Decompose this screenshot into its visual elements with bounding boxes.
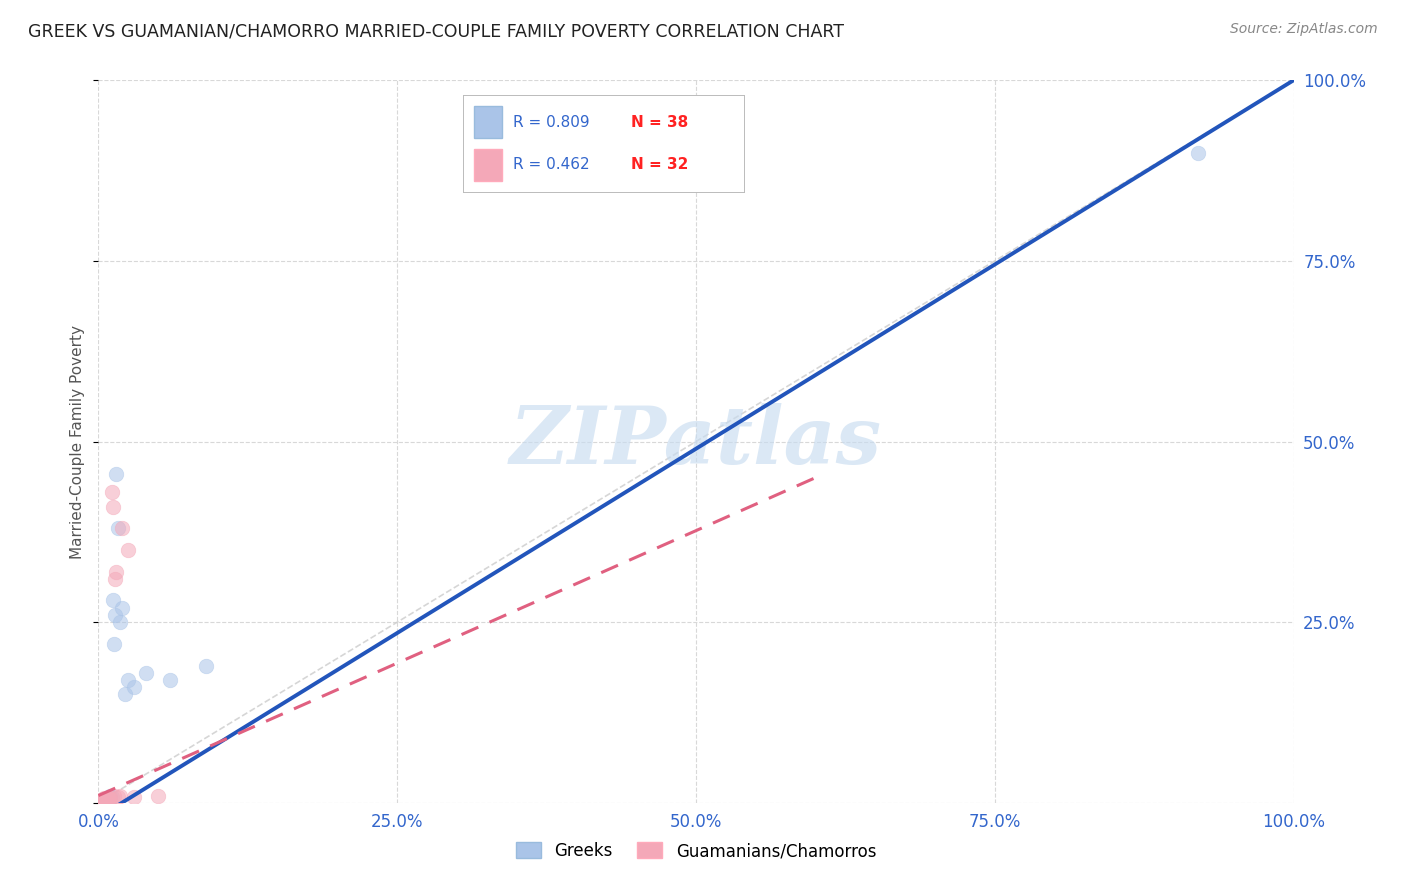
Point [96, 793, 118, 807]
Point [93, 793, 115, 807]
Point [148, 789, 170, 803]
Point [90, 794, 112, 808]
Text: Source: ZipAtlas.com: Source: ZipAtlas.com [1230, 22, 1378, 37]
Point [101, 593, 124, 607]
Point [96, 790, 118, 805]
Point [98, 790, 122, 805]
Point [1187, 145, 1209, 160]
Point [91, 794, 114, 808]
Point [96, 791, 118, 805]
Point [90, 795, 112, 809]
Legend: Greeks, Guamanians/Chamorros: Greeks, Guamanians/Chamorros [509, 836, 883, 867]
Point [94, 792, 117, 806]
Point [91, 794, 114, 808]
Point [105, 565, 128, 579]
Point [89, 795, 111, 809]
Point [104, 572, 127, 586]
Point [100, 790, 122, 805]
Point [114, 687, 136, 701]
Point [195, 658, 218, 673]
Y-axis label: Married-Couple Family Poverty: Married-Couple Family Poverty [70, 325, 86, 558]
Point [107, 521, 129, 535]
Point [91, 795, 114, 809]
Point [104, 607, 127, 622]
Point [89, 794, 111, 808]
Point [107, 790, 129, 805]
Point [91, 793, 114, 807]
Point [124, 680, 146, 694]
Point [98, 792, 121, 806]
Point [89, 794, 111, 808]
Point [94, 794, 117, 808]
Point [111, 600, 134, 615]
Point [94, 794, 117, 808]
Point [117, 673, 139, 687]
Point [103, 789, 125, 804]
Point [91, 794, 114, 808]
Point [93, 793, 115, 807]
Point [98, 791, 122, 805]
Point [94, 792, 117, 806]
Point [91, 794, 114, 808]
Point [96, 793, 118, 807]
Point [101, 500, 124, 514]
Point [97, 790, 120, 805]
Point [117, 542, 139, 557]
Point [90, 794, 112, 808]
Point [93, 791, 115, 805]
Point [89, 794, 111, 808]
Point [93, 794, 115, 808]
Text: GREEK VS GUAMANIAN/CHAMORRO MARRIED-COUPLE FAMILY POVERTY CORRELATION CHART: GREEK VS GUAMANIAN/CHAMORRO MARRIED-COUP… [28, 22, 844, 40]
Point [90, 795, 112, 809]
Point [89, 795, 111, 809]
Point [98, 790, 121, 805]
Point [91, 793, 114, 807]
Point [103, 637, 125, 651]
Point [100, 485, 122, 500]
Point [97, 792, 120, 806]
Point [98, 789, 122, 804]
Point [105, 467, 128, 481]
Point [159, 673, 181, 687]
Text: ZIPatlas: ZIPatlas [510, 403, 882, 480]
Point [108, 789, 131, 804]
Point [93, 794, 115, 808]
Point [111, 521, 134, 535]
Point [90, 794, 112, 808]
Point [135, 665, 157, 680]
Point [97, 791, 120, 805]
Point [97, 792, 120, 806]
Point [91, 792, 114, 806]
Point [108, 615, 131, 630]
Point [98, 790, 121, 805]
Point [91, 794, 114, 808]
Point [124, 790, 146, 805]
Point [91, 794, 114, 808]
Point [90, 794, 112, 808]
